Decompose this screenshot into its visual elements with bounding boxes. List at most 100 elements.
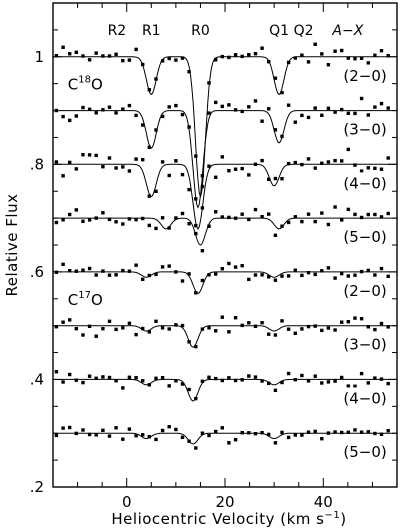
data-point — [134, 218, 138, 222]
band-label-bg — [338, 441, 385, 462]
data-point — [121, 268, 125, 273]
data-point — [379, 215, 384, 219]
spectrum-group: (5−0) — [53, 425, 397, 462]
data-point — [320, 381, 324, 385]
data-point — [134, 157, 138, 161]
data-point — [54, 433, 59, 438]
x-tick-label: 40 — [314, 493, 333, 511]
data-point — [207, 111, 211, 115]
data-point — [373, 212, 377, 217]
data-point — [386, 381, 390, 386]
band-label-bg — [338, 172, 385, 193]
data-point — [141, 277, 145, 281]
data-point — [147, 273, 151, 278]
data-point — [87, 58, 92, 62]
data-point — [68, 372, 72, 377]
data-point — [94, 51, 98, 55]
data-point — [326, 160, 331, 164]
data-point — [141, 379, 145, 383]
data-point — [340, 320, 344, 324]
data-point — [300, 53, 304, 57]
data-point — [247, 173, 251, 177]
data-point — [107, 273, 112, 277]
data-point — [127, 375, 132, 379]
data-point — [346, 430, 350, 434]
data-point — [333, 276, 337, 280]
data-point — [227, 169, 231, 173]
data-point — [247, 105, 251, 109]
data-point — [286, 274, 291, 278]
data-point — [267, 60, 271, 64]
data-point — [267, 275, 271, 279]
data-point — [94, 334, 98, 338]
data-point — [273, 388, 278, 392]
data-point — [147, 88, 151, 92]
data-point — [359, 269, 364, 274]
data-point — [306, 212, 311, 216]
y-tick-label: .6 — [30, 263, 44, 281]
data-point — [87, 218, 92, 222]
data-point — [174, 103, 178, 108]
spectrum-group: (4−0) — [53, 147, 397, 230]
data-point — [353, 273, 357, 277]
data-point — [293, 433, 297, 437]
data-point — [207, 433, 211, 438]
band-label: (2−0) — [343, 67, 386, 85]
data-point — [160, 265, 165, 269]
data-point — [207, 273, 211, 277]
data-point — [233, 265, 238, 269]
data-point — [220, 54, 224, 59]
data-point — [154, 319, 158, 323]
y-tick-label: .8 — [30, 155, 44, 173]
data-point — [174, 58, 178, 62]
data-point — [94, 376, 98, 380]
transition-label: Q2 — [294, 23, 314, 39]
data-point — [273, 176, 278, 181]
data-point — [68, 269, 72, 273]
data-point — [101, 375, 105, 379]
data-point — [306, 430, 311, 434]
data-point — [286, 60, 291, 65]
data-point — [180, 211, 185, 216]
data-point — [346, 320, 350, 324]
data-point — [366, 325, 370, 329]
data-point — [373, 431, 377, 436]
data-point — [300, 373, 304, 378]
data-point — [273, 333, 278, 337]
band-label-bg — [338, 279, 385, 300]
data-point — [300, 113, 304, 118]
data-point — [373, 327, 377, 332]
data-point — [121, 165, 125, 169]
data-point — [207, 375, 211, 379]
data-point — [81, 105, 85, 110]
data-point — [280, 274, 284, 278]
data-point — [94, 433, 98, 437]
data-point — [94, 216, 98, 220]
data-point — [121, 386, 125, 390]
data-point — [107, 319, 112, 323]
data-point — [200, 379, 205, 383]
data-point — [107, 375, 112, 380]
data-point — [107, 156, 112, 160]
data-point — [180, 112, 185, 117]
data-point — [359, 56, 364, 60]
data-point — [313, 374, 317, 378]
data-point — [87, 432, 92, 437]
data-point — [300, 327, 304, 331]
band-label-bg — [338, 118, 385, 139]
data-point — [54, 370, 59, 374]
data-point — [346, 147, 350, 152]
data-point — [313, 219, 317, 224]
data-point — [54, 54, 59, 58]
data-point — [267, 212, 271, 216]
x-axis-label: Heliocentric Velocity (km s−1) — [111, 510, 346, 528]
transition-label: R0 — [191, 23, 210, 39]
data-point — [346, 111, 350, 115]
data-point — [214, 58, 218, 62]
spectrum-group: (2−0) — [53, 261, 397, 300]
isotope-label: C18O — [68, 75, 103, 94]
data-point — [240, 212, 244, 216]
data-point — [94, 111, 98, 115]
data-point — [180, 279, 185, 283]
data-point — [74, 269, 78, 273]
